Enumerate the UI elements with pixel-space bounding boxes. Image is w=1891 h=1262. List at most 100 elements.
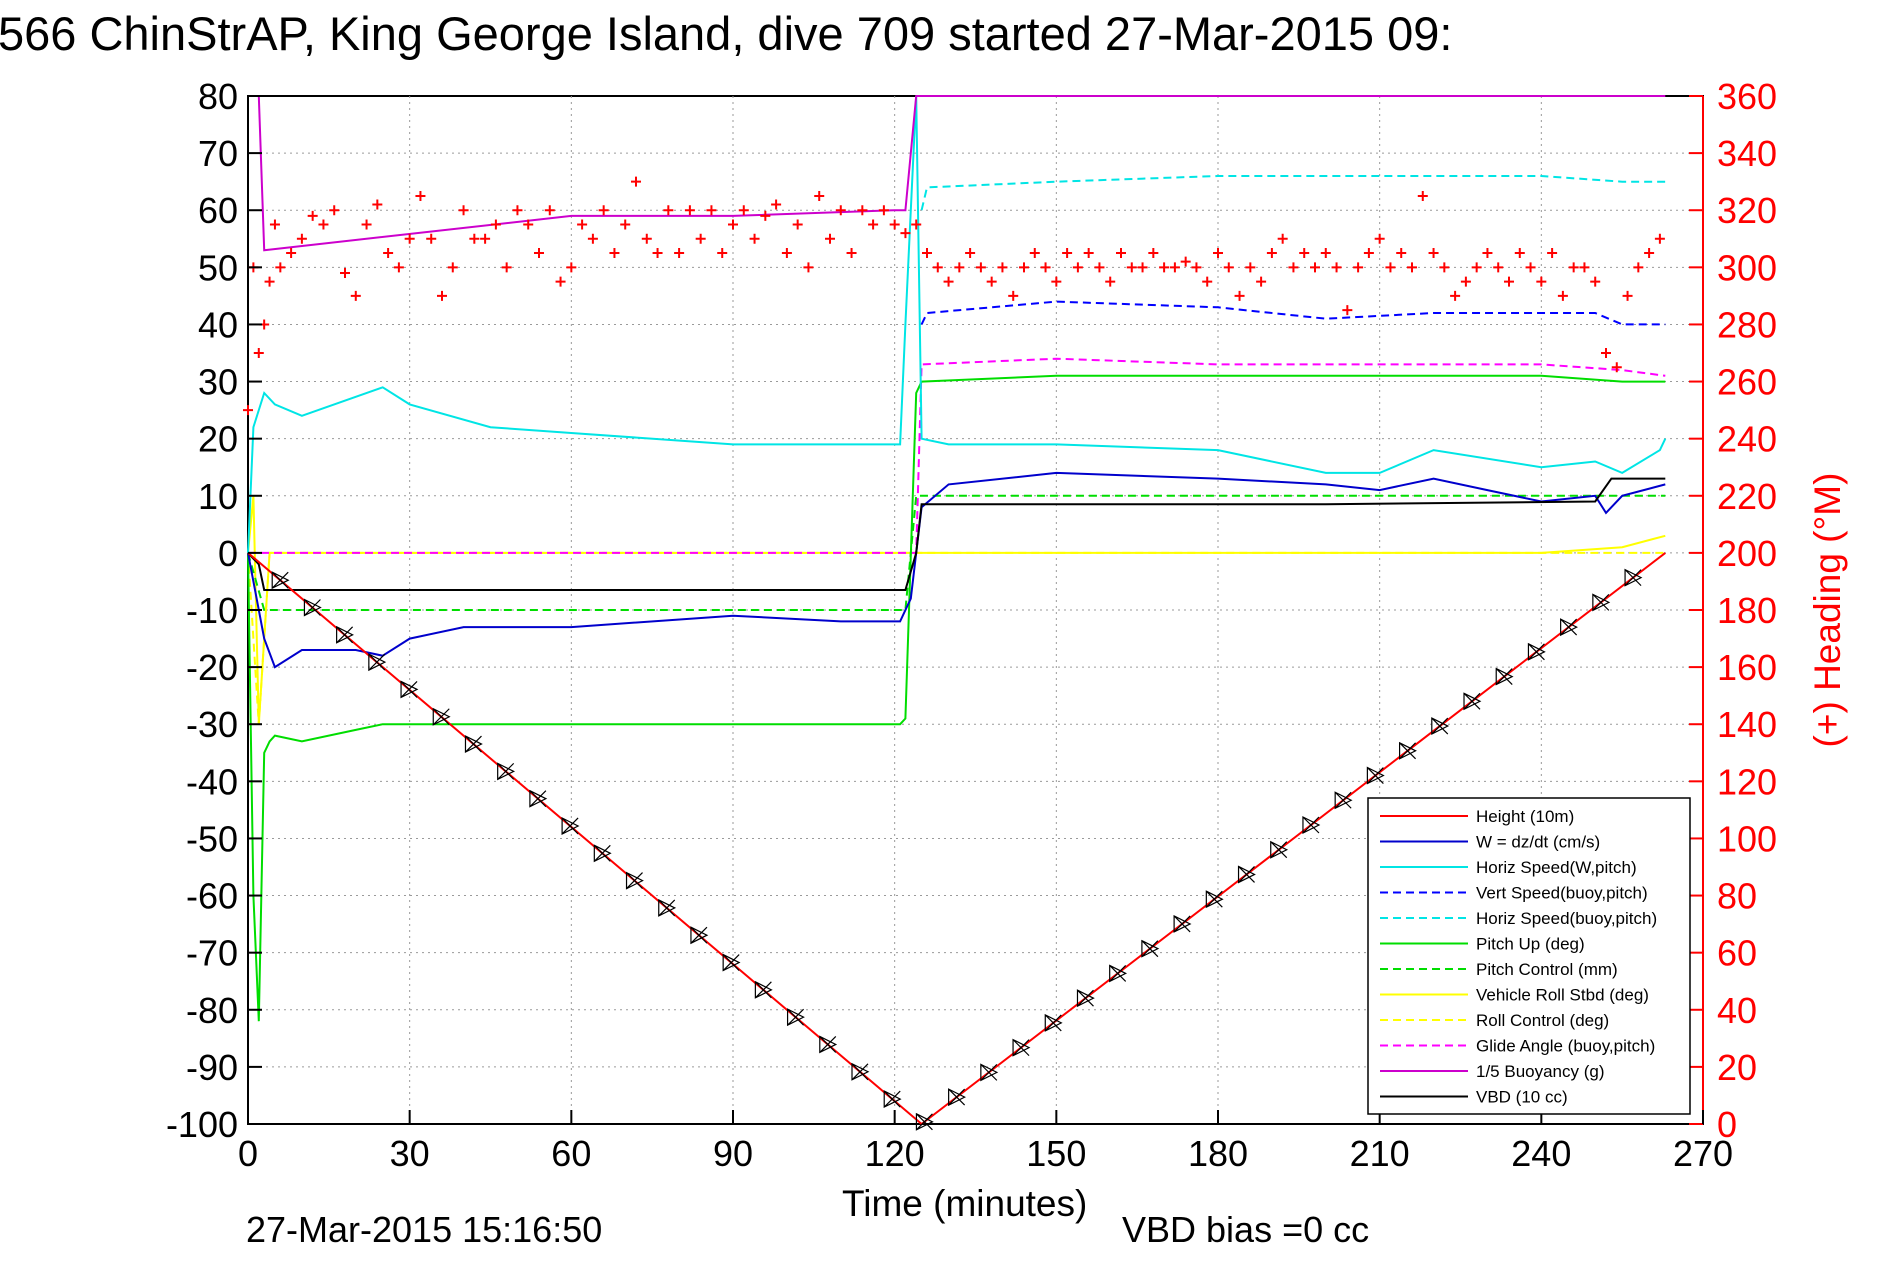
heading-point [329, 205, 340, 216]
heading-point [706, 205, 717, 216]
height-marker [786, 1008, 805, 1027]
heading-point [1051, 276, 1062, 287]
series-line-vert_speed_buoy [920, 300, 1666, 326]
heading-point [555, 276, 566, 287]
heading-point [1547, 248, 1558, 259]
x-axis-label: Time (minutes) [842, 1183, 1087, 1224]
legend-label: Pitch Up (deg) [1476, 935, 1585, 954]
heading-point [383, 248, 394, 259]
heading-point [253, 348, 264, 358]
height-marker [561, 817, 580, 835]
height-marker [948, 1088, 966, 1107]
height-marker [368, 653, 387, 672]
height-marker [1076, 989, 1095, 1008]
right-tick-label: 360 [1717, 76, 1777, 117]
left-tick-label: 60 [198, 190, 238, 231]
height-marker [1334, 791, 1353, 810]
legend-label: Horiz Speed(W,pitch) [1476, 858, 1637, 877]
heading-point [1450, 290, 1461, 301]
heading-point [684, 205, 695, 216]
series-line-w [247, 471, 1666, 669]
heading-point [340, 268, 350, 279]
right-tick-label: 0 [1717, 1104, 1737, 1145]
heading-point [1374, 233, 1385, 244]
heading-point [1407, 262, 1417, 273]
x-tick-label: 90 [713, 1133, 753, 1174]
right-tick-label: 60 [1717, 933, 1757, 974]
height-marker [658, 898, 677, 917]
heading-point [1579, 262, 1590, 273]
height-marker [1366, 766, 1385, 785]
heading-point [1213, 248, 1223, 259]
heading-point [717, 248, 728, 259]
heading-point [932, 262, 943, 273]
heading-point [1083, 248, 1094, 259]
heading-point [1105, 276, 1116, 287]
right-tick-label: 140 [1717, 704, 1777, 745]
heading-point [1223, 262, 1234, 273]
heading-point [415, 190, 426, 201]
heading-point [1331, 262, 1342, 273]
heading-point [534, 248, 544, 259]
heading-point [868, 219, 879, 230]
x-tick-label: 30 [390, 1133, 430, 1174]
right-tick-label: 260 [1717, 362, 1777, 403]
height-marker [303, 598, 322, 617]
heading-point [641, 233, 652, 244]
legend-label: 1/5 Buoyancy (g) [1476, 1062, 1605, 1081]
heading-point [1008, 290, 1019, 301]
series-line-horiz_speed_buoy [920, 175, 1666, 211]
heading-point [965, 248, 976, 259]
heading-point [480, 233, 491, 244]
height-marker [1527, 642, 1546, 661]
height-marker [1237, 865, 1256, 884]
x-tick-label: 270 [1673, 1133, 1733, 1174]
right-tick-label: 40 [1717, 990, 1757, 1031]
heading-point [889, 219, 900, 230]
axis-ticks: 80706050403020100-10-20-30-40-50-60-70-8… [166, 76, 1777, 1174]
heading-point [1385, 262, 1396, 273]
heading-point [609, 248, 620, 259]
heading-point [426, 233, 437, 244]
heading-point [523, 219, 534, 230]
height-marker [1592, 593, 1611, 612]
heading-point [1363, 248, 1374, 259]
heading-point [943, 276, 954, 287]
right-tick-label: 300 [1717, 247, 1777, 288]
legend-label: Glide Angle (buoy,pitch) [1476, 1037, 1655, 1056]
left-tick-label: -30 [186, 704, 238, 745]
x-tick-label: 240 [1511, 1133, 1571, 1174]
heading-point [1633, 262, 1644, 273]
heading-point [1482, 248, 1493, 259]
right-tick-label: 180 [1717, 590, 1777, 631]
heading-point [652, 248, 663, 259]
heading-point [318, 219, 329, 230]
height-marker [497, 762, 516, 781]
heading-point [771, 199, 782, 210]
height-marker [1141, 939, 1160, 958]
heading-point [922, 248, 932, 259]
height-marker [915, 1112, 934, 1131]
height-marker [1270, 840, 1289, 859]
heading-point [631, 176, 641, 187]
heading-point [1428, 248, 1439, 259]
legend-label: Vert Speed(buoy,pitch) [1476, 884, 1648, 903]
height-marker [1431, 717, 1450, 736]
series-line-pitch_control [247, 494, 1666, 611]
heading-point [760, 210, 771, 221]
height-marker [980, 1063, 999, 1082]
height-marker [464, 735, 483, 754]
right-tick-label: 80 [1717, 876, 1757, 917]
legend-box [1367, 797, 1691, 1115]
heading-point [404, 233, 415, 244]
legend-label: W = dz/dt (cm/s) [1476, 833, 1600, 852]
height-marker [625, 871, 644, 890]
height-marker [1560, 618, 1578, 637]
heading-point [243, 405, 253, 416]
heading-point [1557, 290, 1568, 301]
heading-point [544, 205, 555, 216]
height-marker [851, 1062, 870, 1081]
heading-point [911, 219, 922, 230]
left-tick-label: 10 [198, 476, 238, 517]
